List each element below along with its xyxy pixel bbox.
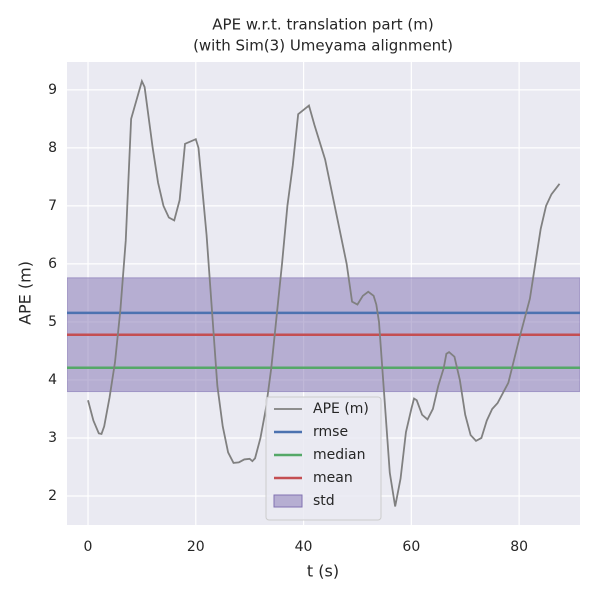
legend-label: rmse (313, 424, 348, 440)
data-line (87, 78, 561, 507)
x-tick-label: 20 (187, 539, 205, 555)
y-tick-label: 3 (48, 430, 57, 446)
y-tick-label: 2 (48, 488, 57, 504)
y-axis-label: APE (m) (16, 261, 35, 325)
x-tick-label: 60 (402, 539, 420, 555)
x-tick-label: 0 (84, 539, 93, 555)
x-tick-label: 40 (295, 539, 313, 555)
y-tick-label: 7 (48, 198, 57, 214)
y-tick-label: 5 (48, 314, 57, 330)
plot-content (67, 78, 580, 507)
legend-swatch (273, 494, 303, 508)
legend-label: mean (313, 470, 353, 486)
y-tick-label: 9 (48, 82, 57, 98)
chart-title: APE w.r.t. translation part (m) (212, 16, 433, 34)
chart-subtitle: (with Sim(3) Umeyama alignment) (193, 37, 453, 55)
x-tick-label: 80 (510, 539, 528, 555)
legend-box (265, 396, 382, 521)
legend-label: APE (m) (313, 401, 369, 417)
legend-label: median (313, 447, 365, 463)
y-tick-label: 6 (48, 256, 57, 272)
x-axis-label: t (s) (307, 562, 339, 581)
legend-label: std (313, 493, 335, 509)
y-tick-label: 4 (48, 372, 57, 388)
y-tick-label: 8 (48, 140, 57, 156)
